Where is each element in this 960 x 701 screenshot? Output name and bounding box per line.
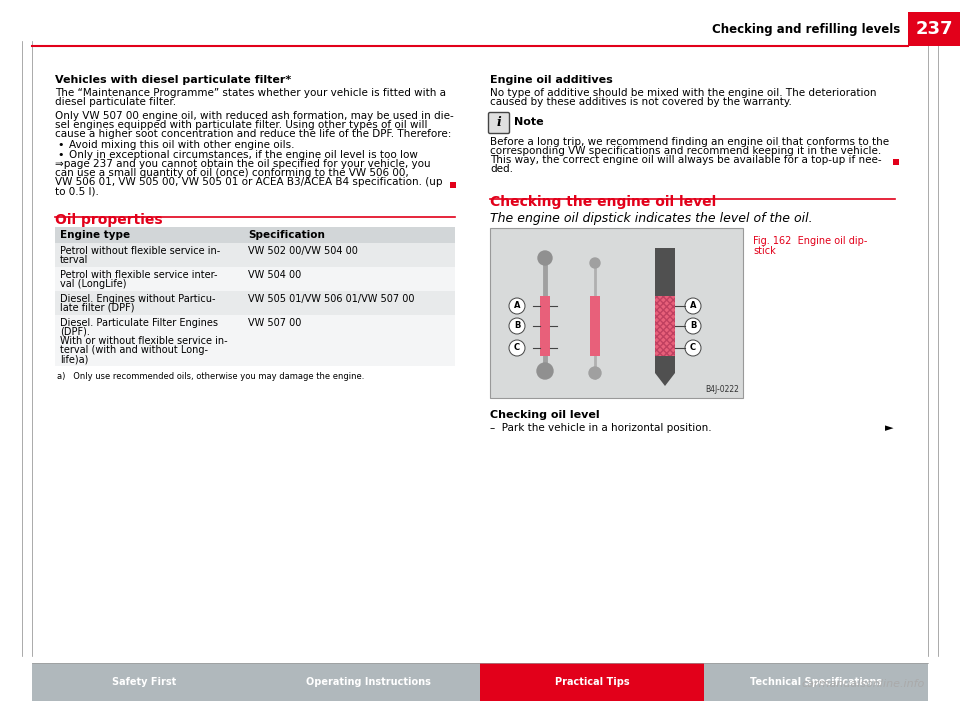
Text: i: i	[496, 116, 501, 130]
Text: 237: 237	[915, 20, 952, 38]
Text: corresponding VW specifications and recommend keeping it in the vehicle.: corresponding VW specifications and reco…	[490, 146, 881, 156]
Text: Engine type: Engine type	[60, 230, 131, 240]
Text: caused by these additives is not covered by the warranty.: caused by these additives is not covered…	[490, 97, 792, 107]
Text: late filter (DPF): late filter (DPF)	[60, 303, 134, 313]
Circle shape	[590, 258, 600, 268]
Text: •: •	[57, 140, 63, 150]
Text: Diesel. Engines without Particu-: Diesel. Engines without Particu-	[60, 294, 215, 304]
Circle shape	[537, 363, 553, 379]
Circle shape	[589, 367, 601, 379]
Text: life)a): life)a)	[60, 354, 88, 364]
Bar	[55, 267, 455, 291]
Text: ⇒page 237 and you cannot obtain the oil specified for your vehicle, you: ⇒page 237 and you cannot obtain the oil …	[55, 159, 431, 169]
Text: Only VW 507 00 engine oil, with reduced ash formation, may be used in die-: Only VW 507 00 engine oil, with reduced …	[55, 111, 454, 121]
Text: VW 505 01/VW 506 01/VW 507 00: VW 505 01/VW 506 01/VW 507 00	[248, 294, 415, 304]
Bar	[55, 243, 455, 267]
Bar	[540, 296, 550, 356]
Text: B: B	[690, 322, 696, 330]
Circle shape	[538, 251, 552, 265]
Circle shape	[685, 318, 701, 334]
Text: VW 502 00/VW 504 00: VW 502 00/VW 504 00	[248, 246, 358, 256]
Text: A: A	[514, 301, 520, 311]
Text: A: A	[689, 301, 696, 311]
Circle shape	[509, 340, 525, 356]
Bar	[55, 227, 455, 243]
Text: VW 504 00: VW 504 00	[248, 270, 301, 280]
Text: Before a long trip, we recommend finding an engine oil that conforms to the: Before a long trip, we recommend finding…	[490, 137, 889, 147]
Bar	[893, 159, 899, 165]
Circle shape	[685, 298, 701, 314]
Text: Practical Tips: Practical Tips	[555, 677, 630, 687]
Text: to 0.5 l).: to 0.5 l).	[55, 186, 99, 196]
Bar	[590, 296, 600, 356]
Text: Diesel. Particulate Filter Engines: Diesel. Particulate Filter Engines	[60, 318, 218, 328]
Text: B4J-0222: B4J-0222	[706, 385, 739, 394]
Bar	[55, 291, 455, 315]
Bar	[490, 228, 743, 398]
Text: No type of additive should be mixed with the engine oil. The deterioration: No type of additive should be mixed with…	[490, 88, 876, 98]
Text: This way, the correct engine oil will always be available for a top-up if nee-: This way, the correct engine oil will al…	[490, 155, 881, 165]
Text: Petrol with flexible service inter-: Petrol with flexible service inter-	[60, 270, 218, 280]
Bar	[655, 296, 675, 356]
Text: C: C	[690, 343, 696, 353]
Text: Engine oil additives: Engine oil additives	[490, 75, 612, 85]
Bar	[655, 296, 675, 356]
Text: can use a small quantity of oil (once) conforming to the VW 506 00,: can use a small quantity of oil (once) c…	[55, 168, 409, 178]
Text: With or without flexible service in-: With or without flexible service in-	[60, 336, 228, 346]
Text: •: •	[57, 150, 63, 160]
Text: The engine oil dipstick indicates the level of the oil.: The engine oil dipstick indicates the le…	[490, 212, 812, 225]
Text: terval (with and without Long-: terval (with and without Long-	[60, 345, 208, 355]
Text: Operating Instructions: Operating Instructions	[305, 677, 430, 687]
Text: Checking and refilling levels: Checking and refilling levels	[711, 22, 900, 36]
Text: Specification: Specification	[248, 230, 324, 240]
Text: ►: ►	[884, 423, 893, 433]
FancyBboxPatch shape	[489, 112, 510, 133]
Text: Note: Note	[514, 117, 543, 127]
Text: a)   Only use recommended oils, otherwise you may damage the engine.: a) Only use recommended oils, otherwise …	[57, 372, 365, 381]
Circle shape	[509, 298, 525, 314]
Text: ded.: ded.	[490, 164, 513, 174]
Bar	[480, 663, 704, 701]
Text: terval: terval	[60, 255, 88, 265]
Text: stick: stick	[753, 246, 776, 256]
Bar	[32, 663, 256, 701]
Text: VW 507 00: VW 507 00	[248, 318, 301, 328]
Text: val (LongLife): val (LongLife)	[60, 279, 127, 289]
Text: cause a higher soot concentration and reduce the life of the DPF. Therefore:: cause a higher soot concentration and re…	[55, 129, 451, 139]
Text: VW 506 01, VW 505 00, VW 505 01 or ACEA B3/ACEA B4 specification. (up: VW 506 01, VW 505 00, VW 505 01 or ACEA …	[55, 177, 443, 187]
Text: (DPF).: (DPF).	[60, 327, 90, 337]
Text: carmanualsonline.info: carmanualsonline.info	[802, 679, 925, 689]
Text: diesel particulate filter.: diesel particulate filter.	[55, 97, 176, 107]
Text: Safety First: Safety First	[112, 677, 176, 687]
Text: Checking the engine oil level: Checking the engine oil level	[490, 195, 716, 209]
Text: sel engines equipped with particulate filter. Using other types of oil will: sel engines equipped with particulate fi…	[55, 120, 427, 130]
Text: The “Maintenance Programme” states whether your vehicle is fitted with a: The “Maintenance Programme” states wheth…	[55, 88, 446, 98]
Text: B: B	[514, 322, 520, 330]
Bar	[655, 248, 675, 373]
Text: Vehicles with diesel particulate filter*: Vehicles with diesel particulate filter*	[55, 75, 291, 85]
Polygon shape	[655, 373, 675, 386]
Text: Avoid mixing this oil with other engine oils.: Avoid mixing this oil with other engine …	[69, 140, 295, 150]
Text: –  Park the vehicle in a horizontal position.: – Park the vehicle in a horizontal posit…	[490, 423, 711, 433]
Bar	[55, 315, 455, 366]
Text: Only in exceptional circumstances, if the engine oil level is too low: Only in exceptional circumstances, if th…	[69, 150, 418, 160]
Text: Oil properties: Oil properties	[55, 213, 162, 227]
Circle shape	[509, 318, 525, 334]
Bar	[256, 663, 480, 701]
Bar	[704, 663, 928, 701]
Bar	[450, 182, 456, 188]
Text: Petrol without flexible service in-: Petrol without flexible service in-	[60, 246, 220, 256]
Bar	[908, 12, 960, 46]
Text: Checking oil level: Checking oil level	[490, 410, 600, 420]
Text: Technical Specifications: Technical Specifications	[750, 677, 882, 687]
Circle shape	[685, 340, 701, 356]
Text: C: C	[514, 343, 520, 353]
Text: Fig. 162  Engine oil dip-: Fig. 162 Engine oil dip-	[753, 236, 868, 246]
